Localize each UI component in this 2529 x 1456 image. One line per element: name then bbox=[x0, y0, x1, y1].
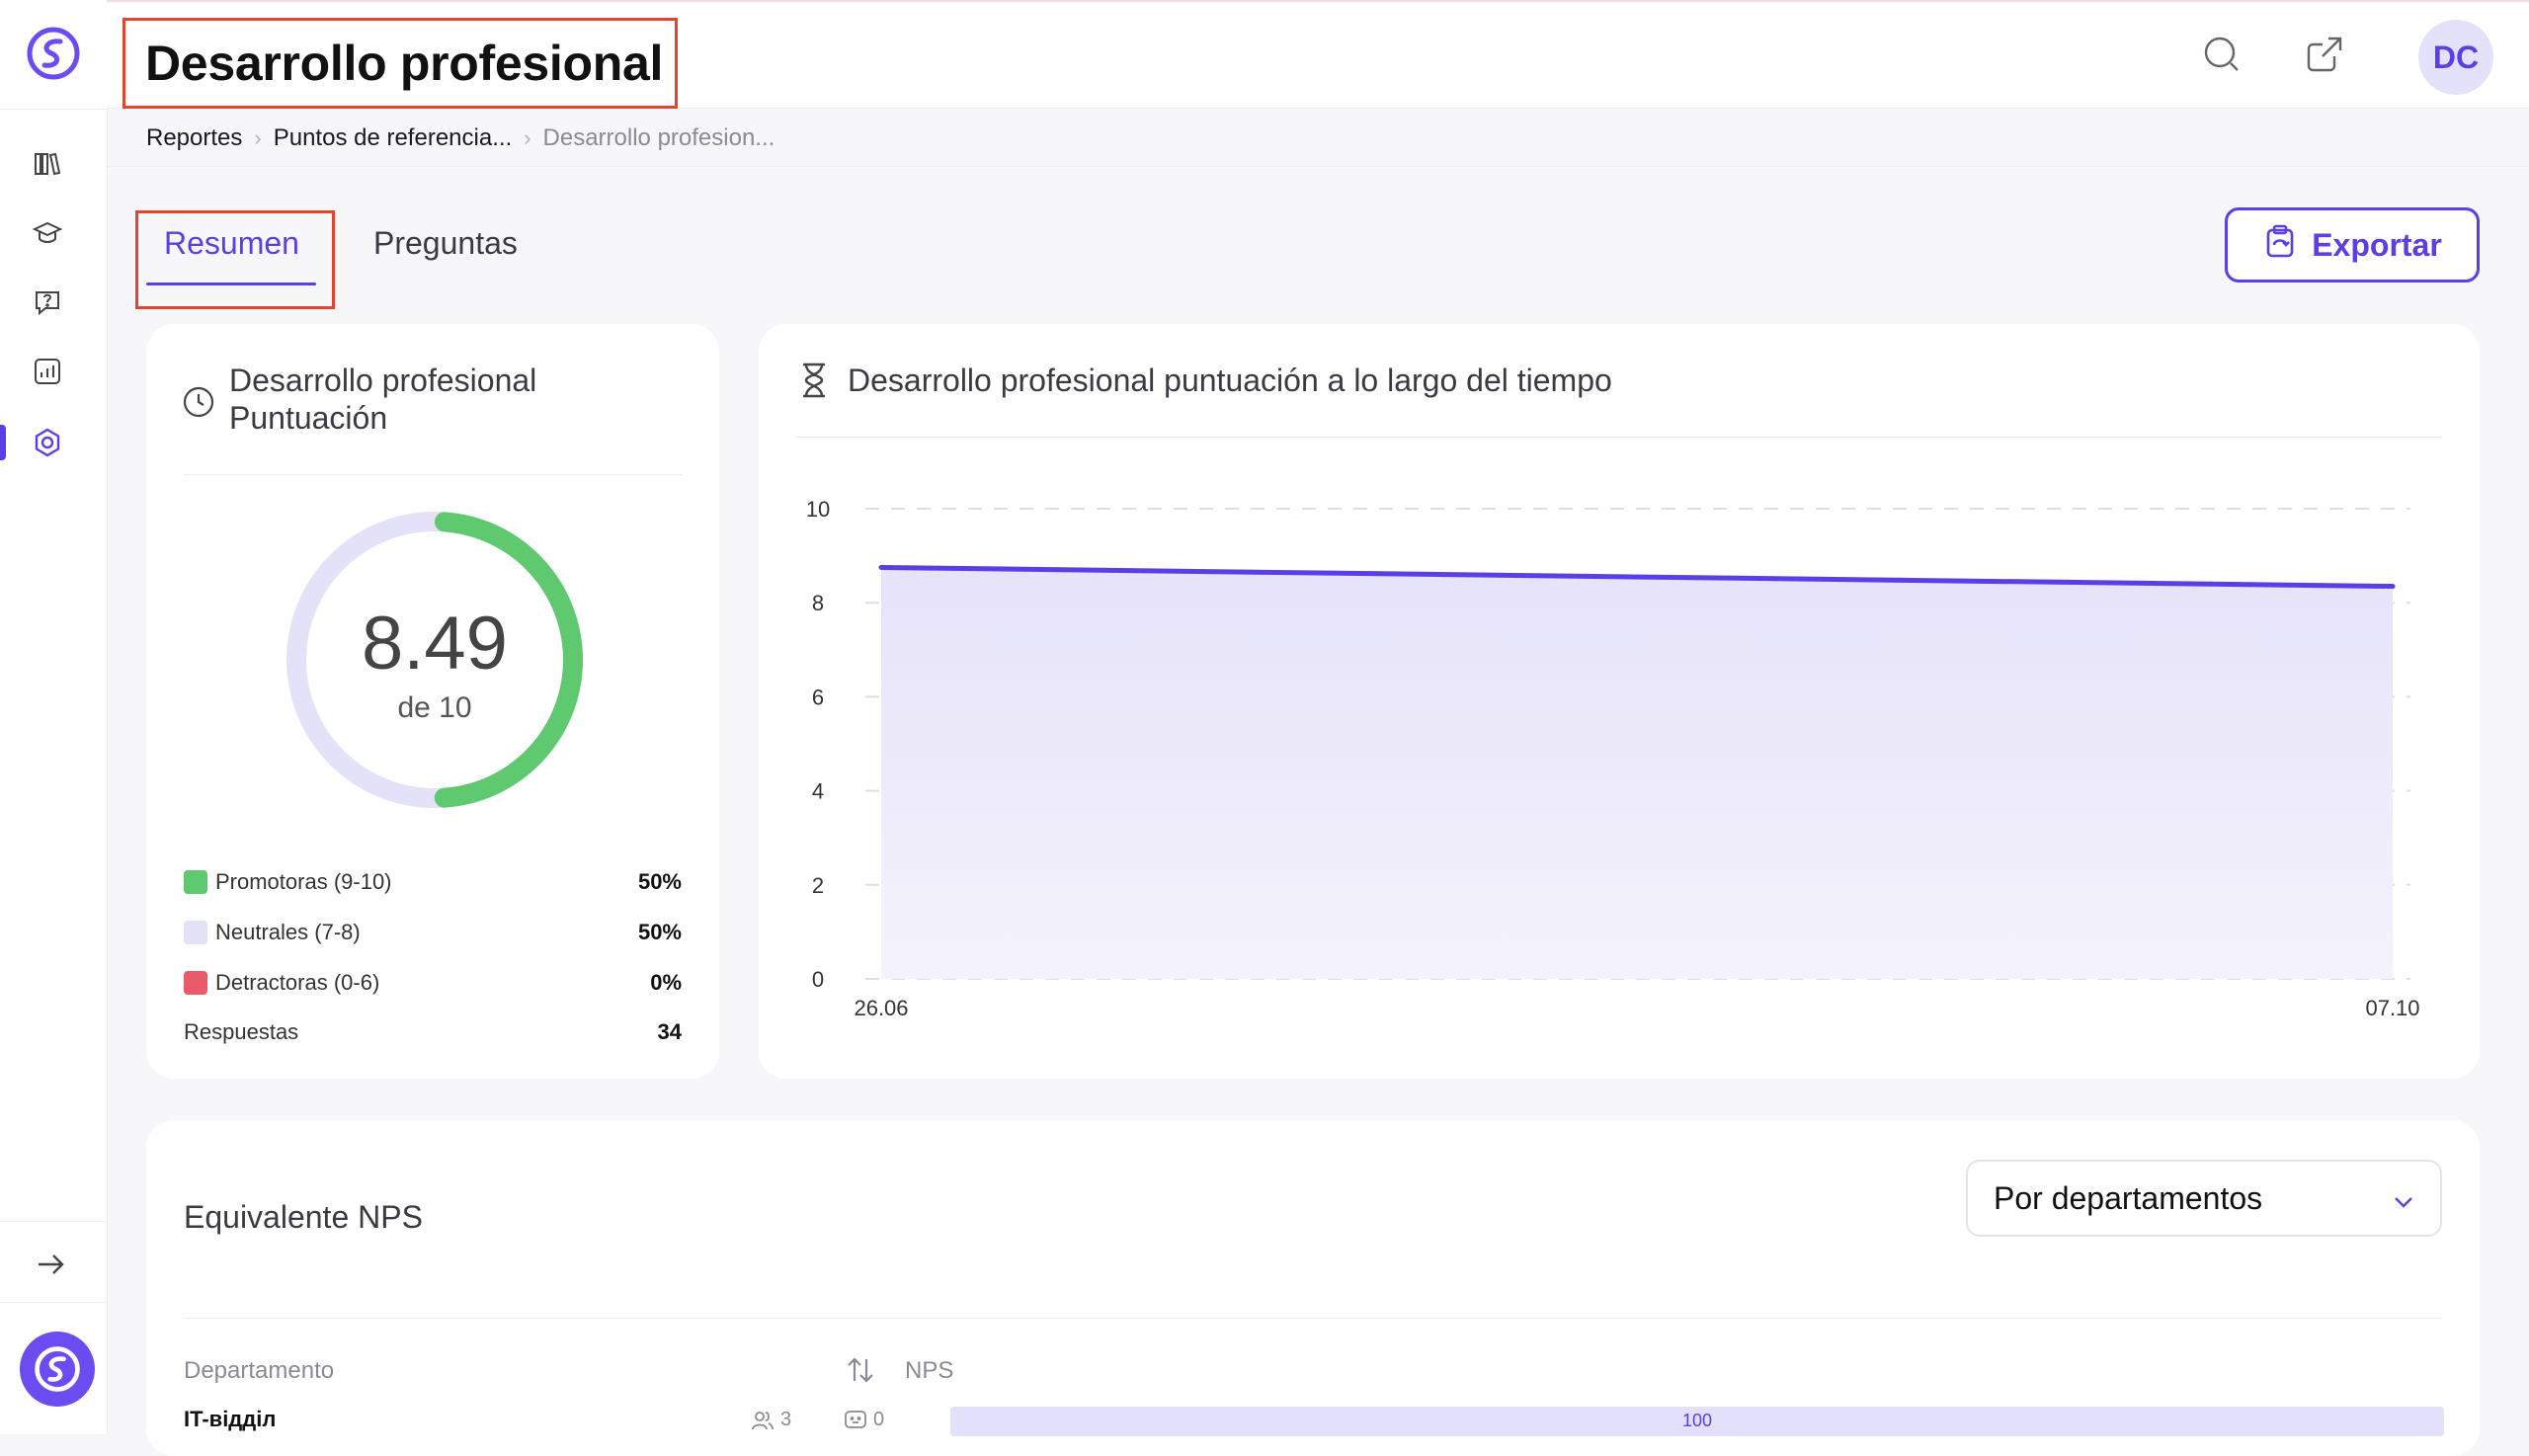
score-card-title: Desarrollo profesional Puntuación bbox=[229, 362, 536, 437]
hourglass-icon bbox=[800, 362, 828, 404]
sidebar-divider bbox=[0, 1221, 107, 1222]
chevron-down-icon bbox=[2393, 1180, 2414, 1217]
row-comments: 0 bbox=[844, 1409, 884, 1431]
table-row-department[interactable]: IT-відділ bbox=[184, 1407, 277, 1431]
sidebar-active-indicator bbox=[0, 425, 6, 460]
y-tick-label: 8 bbox=[812, 591, 824, 615]
sidebar-divider bbox=[0, 1302, 107, 1303]
user-avatar[interactable]: DC bbox=[2418, 20, 2493, 95]
app-logo-icon[interactable] bbox=[26, 26, 81, 81]
search-icon[interactable] bbox=[2199, 32, 2244, 77]
x-tick-label: 07.10 bbox=[2365, 996, 2419, 1020]
legend-value: 0% bbox=[650, 970, 682, 995]
dropdown-value: Por departamentos bbox=[1994, 1179, 2263, 1216]
comments-count: 0 bbox=[873, 1409, 885, 1430]
analytics-icon[interactable] bbox=[30, 354, 65, 389]
chart-card: Desarrollo profesional puntuación a lo l… bbox=[759, 324, 2480, 1079]
breadcrumb-divider bbox=[107, 166, 2529, 167]
promoters-swatch bbox=[184, 870, 207, 894]
y-tick-label: 6 bbox=[812, 685, 824, 709]
active-tab-highlight bbox=[135, 210, 335, 309]
tab-resumen[interactable]: Resumen bbox=[164, 225, 299, 261]
y-tick-label: 2 bbox=[812, 873, 824, 898]
y-tick-label: 0 bbox=[812, 967, 824, 992]
nps-bar: 100 bbox=[950, 1407, 2444, 1436]
row-members: 3 bbox=[751, 1409, 791, 1431]
series-area bbox=[881, 567, 2393, 979]
legend-label: Detractoras (0-6) bbox=[215, 970, 380, 995]
clock-icon bbox=[182, 385, 215, 424]
score-gauge: 8.49 de 10 bbox=[286, 512, 583, 808]
library-icon[interactable] bbox=[30, 146, 65, 182]
legend-promoters: Promotoras (9-10) 50% bbox=[184, 865, 682, 899]
score-card: Desarrollo profesional Puntuación 8.49 d… bbox=[146, 324, 719, 1079]
active-tab-underline bbox=[146, 283, 316, 285]
nps-card: Equivalente NPS Por departamentos Depart… bbox=[146, 1120, 2480, 1456]
breadcrumb-item[interactable]: Reportes bbox=[146, 124, 243, 151]
nps-title: Equivalente NPS bbox=[184, 1199, 423, 1235]
neutrals-swatch bbox=[184, 921, 207, 944]
responses-label: Respuestas bbox=[184, 1019, 299, 1044]
page-title: Desarrollo profesional bbox=[145, 36, 664, 91]
graduation-cap-icon[interactable] bbox=[30, 215, 65, 251]
group-by-dropdown[interactable]: Por departamentos bbox=[1966, 1160, 2442, 1237]
benchmark-hexagon-icon[interactable] bbox=[30, 425, 65, 460]
x-tick-label: 26.06 bbox=[854, 996, 908, 1020]
card-divider bbox=[184, 1318, 2442, 1319]
top-bar: Desarrollo profesional DC bbox=[107, 0, 2529, 109]
export-button[interactable]: Exportar bbox=[2225, 207, 2480, 283]
chevron-right-icon: › bbox=[524, 125, 531, 150]
score-over-time-chart: 0 2 4 6 8 10 26.06 07.10 bbox=[806, 497, 2420, 1020]
page-title-highlight: Desarrollo profesional bbox=[122, 18, 678, 109]
members-count: 3 bbox=[780, 1409, 792, 1430]
column-header-department: Departamento bbox=[184, 1357, 335, 1384]
question-bubble-icon[interactable] bbox=[30, 284, 65, 320]
sort-icon[interactable] bbox=[846, 1355, 875, 1390]
nps-bar-value: 100 bbox=[1681, 1411, 1713, 1430]
workspace-avatar-icon[interactable] bbox=[20, 1332, 95, 1407]
tab-preguntas[interactable]: Preguntas bbox=[373, 225, 518, 261]
score-value: 8.49 bbox=[362, 602, 508, 686]
y-tick-label: 10 bbox=[806, 497, 830, 522]
arrow-right-icon[interactable] bbox=[34, 1247, 69, 1282]
chevron-right-icon: › bbox=[254, 125, 262, 150]
responses-row: Respuestas 34 bbox=[184, 1015, 682, 1049]
y-tick-label: 4 bbox=[812, 779, 824, 804]
sidebar bbox=[0, 0, 108, 1434]
score-scale: de 10 bbox=[397, 691, 472, 724]
card-divider bbox=[796, 437, 2442, 438]
legend-neutrals: Neutrales (7-8) 50% bbox=[184, 916, 682, 949]
detractors-swatch bbox=[184, 971, 207, 995]
breadcrumb-current: Desarrollo profesion... bbox=[542, 124, 775, 151]
users-icon bbox=[752, 1411, 774, 1429]
chart-title: Desarrollo profesional puntuación a lo l… bbox=[848, 363, 1612, 398]
share-icon[interactable] bbox=[2302, 32, 2347, 77]
responses-value: 34 bbox=[657, 1019, 682, 1044]
score-card-title-line1: Desarrollo profesional bbox=[229, 363, 537, 398]
sidebar-divider bbox=[0, 109, 107, 110]
column-header-nps: NPS bbox=[905, 1357, 954, 1384]
series-line bbox=[878, 565, 2396, 590]
legend-label: Promotoras (9-10) bbox=[215, 869, 392, 894]
legend-detractors: Detractoras (0-6) 0% bbox=[184, 966, 682, 1000]
export-button-label: Exportar bbox=[2312, 226, 2442, 263]
score-card-title-line2: Puntuación bbox=[229, 400, 388, 436]
legend-value: 50% bbox=[637, 869, 682, 894]
legend-value: 50% bbox=[637, 920, 682, 944]
legend-label: Neutrales (7-8) bbox=[215, 920, 361, 944]
breadcrumb-item[interactable]: Puntos de referencia... bbox=[273, 124, 513, 151]
comment-face-icon bbox=[845, 1410, 866, 1428]
breadcrumb: Reportes › Puntos de referencia... › Des… bbox=[146, 122, 775, 154]
gauge-promoters-arc bbox=[286, 512, 583, 808]
clipboard-export-icon bbox=[2262, 223, 2298, 267]
card-divider bbox=[184, 474, 682, 475]
